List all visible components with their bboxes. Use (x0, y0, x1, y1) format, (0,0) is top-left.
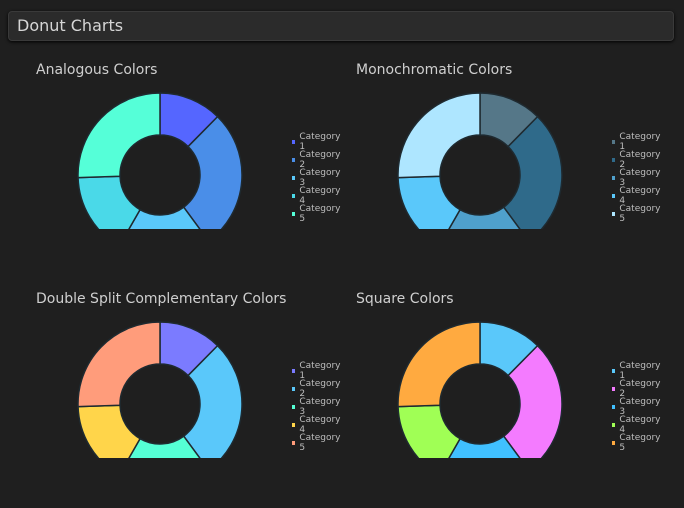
donut-slice-4[interactable] (397, 175, 462, 229)
legend-swatch (292, 423, 296, 427)
legend-label: Category 3 (299, 397, 341, 417)
legend-label: Category 3 (619, 168, 661, 188)
chart-title: Monochromatic Colors (356, 62, 513, 78)
legend-swatch (612, 176, 616, 180)
donut-slice-2[interactable] (182, 115, 243, 229)
legend-item[interactable]: Category 1 (292, 132, 341, 152)
legend-swatch (612, 158, 616, 162)
legend-item[interactable]: Category 4 (292, 186, 341, 206)
chart-legend: Category 1 Category 2 Category 3 Category 4… (612, 361, 661, 453)
legend-item[interactable]: Category 5 (612, 204, 661, 224)
legend-label: Category 2 (299, 379, 341, 399)
legend-label: Category 5 (619, 433, 661, 453)
legend-item[interactable]: Category 1 (612, 361, 661, 381)
donut-chart-panel: Monochromatic Colors Category 1 Category 2… (320, 0, 660, 229)
legend-swatch (612, 140, 616, 144)
legend-item[interactable]: Category 2 (292, 379, 341, 399)
legend-label: Category 3 (619, 397, 661, 417)
legend-item[interactable]: Category 4 (612, 415, 661, 435)
donut-slice-2[interactable] (502, 344, 563, 458)
legend-label: Category 4 (619, 415, 661, 435)
legend-swatch (612, 405, 616, 409)
legend-label: Category 5 (299, 204, 341, 224)
chart-title: Analogous Colors (36, 62, 158, 78)
donut-chart (397, 92, 563, 229)
donut-slice-3[interactable] (439, 435, 528, 458)
legend-item[interactable]: Category 3 (612, 397, 661, 417)
legend-swatch (292, 369, 296, 373)
donut-slice-2[interactable] (182, 344, 243, 458)
donut-chart (77, 321, 243, 458)
legend-label: Category 5 (619, 204, 661, 224)
legend-swatch (292, 441, 296, 445)
donut-slice-5[interactable] (77, 321, 161, 408)
legend-item[interactable]: Category 5 (612, 433, 661, 453)
legend-label: Category 5 (299, 433, 341, 453)
legend-item[interactable]: Category 4 (612, 186, 661, 206)
legend-label: Category 1 (619, 132, 661, 152)
page-title: Donut Charts (17, 16, 124, 35)
chart-legend: Category 1 Category 2 Category 3 Category 4… (612, 132, 661, 224)
donut-slice-4[interactable] (77, 175, 142, 229)
chart-legend: Category 1 Category 2 Category 3 Category 4… (292, 361, 341, 453)
donut-slice-5[interactable] (397, 321, 481, 408)
legend-item[interactable]: Category 3 (612, 168, 661, 188)
legend-item[interactable]: Category 5 (292, 433, 341, 453)
page-header: Donut Charts (8, 11, 674, 41)
legend-swatch (292, 158, 296, 162)
donut-chart (77, 92, 243, 229)
donut-chart-panel: Analogous Colors Category 1 Category 2 Cate… (0, 0, 340, 229)
legend-label: Category 4 (299, 415, 341, 435)
legend-swatch (612, 387, 616, 391)
legend-swatch (612, 423, 616, 427)
chart-legend: Category 1 Category 2 Category 3 Category 4… (292, 132, 341, 224)
legend-swatch (292, 194, 296, 198)
legend-swatch (612, 369, 616, 373)
donut-chart-panel: Square Colors Category 1 Category 2 Categor… (320, 229, 660, 458)
legend-item[interactable]: Category 1 (292, 361, 341, 381)
chart-title: Double Split Complementary Colors (36, 291, 287, 307)
legend-item[interactable]: Category 2 (612, 379, 661, 399)
legend-swatch (612, 212, 616, 216)
legend-item[interactable]: Category 4 (292, 415, 341, 435)
legend-swatch (292, 176, 296, 180)
legend-swatch (292, 140, 296, 144)
donut-slice-4[interactable] (397, 404, 462, 458)
donut-slice-5[interactable] (77, 92, 161, 179)
donut-slice-3[interactable] (119, 206, 208, 229)
legend-item[interactable]: Category 2 (292, 150, 341, 170)
donut-slice-3[interactable] (439, 206, 528, 229)
chart-title: Square Colors (356, 291, 454, 307)
legend-label: Category 1 (299, 132, 341, 152)
legend-label: Category 2 (619, 379, 661, 399)
legend-label: Category 2 (299, 150, 341, 170)
legend-label: Category 4 (619, 186, 661, 206)
legend-swatch (292, 387, 296, 391)
legend-label: Category 4 (299, 186, 341, 206)
legend-item[interactable]: Category 3 (292, 168, 341, 188)
legend-label: Category 1 (299, 361, 341, 381)
legend-swatch (612, 194, 616, 198)
donut-slice-3[interactable] (119, 435, 208, 458)
donut-slice-4[interactable] (77, 404, 142, 458)
legend-swatch (612, 441, 616, 445)
legend-label: Category 2 (619, 150, 661, 170)
legend-item[interactable]: Category 5 (292, 204, 341, 224)
legend-swatch (292, 212, 296, 216)
legend-swatch (292, 405, 296, 409)
legend-label: Category 1 (619, 361, 661, 381)
donut-slice-2[interactable] (502, 115, 563, 229)
legend-item[interactable]: Category 3 (292, 397, 341, 417)
legend-label: Category 3 (299, 168, 341, 188)
legend-item[interactable]: Category 1 (612, 132, 661, 152)
donut-chart (397, 321, 563, 458)
donut-chart-panel: Double Split Complementary Colors Categor… (0, 229, 340, 458)
donut-slice-5[interactable] (397, 92, 481, 179)
legend-item[interactable]: Category 2 (612, 150, 661, 170)
